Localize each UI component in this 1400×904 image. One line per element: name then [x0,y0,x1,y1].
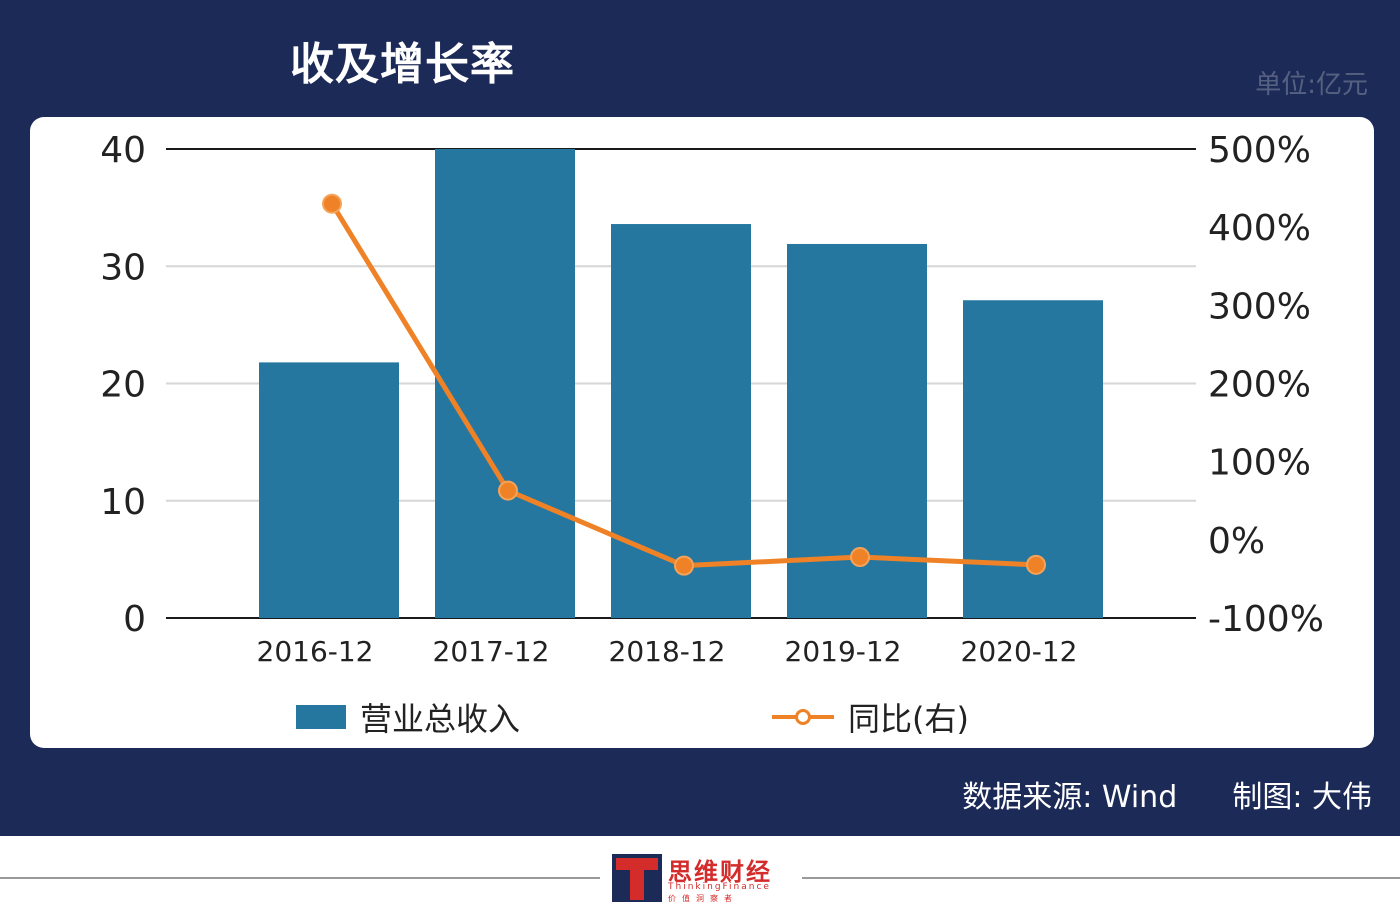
yoy-point [1026,554,1046,575]
x-tick-label: 2018-12 [609,635,726,668]
legend-item-revenue: 营业总收入 [296,692,520,742]
x-tick-label: 2019-12 [785,635,902,668]
x-tick-label: 2020-12 [961,635,1078,668]
logo-text: 思维财经 [668,858,772,886]
legend-swatch-bar [296,705,346,729]
y-right-tick-label: 400% [1208,208,1311,249]
y-left-tick-label: 0 [123,599,146,640]
y-right-tick-label: 100% [1208,443,1311,484]
logo-english: ThinkingFinance [668,882,771,892]
legend: 营业总收入 同比(右) [30,692,1374,742]
yoy-point [322,193,342,214]
data-source: 数据来源: Wind [962,780,1178,815]
chart-author: 制图: 大伟 [1232,780,1372,815]
yoy-point [674,555,694,576]
unit-label: 单位:亿元 [1255,70,1368,100]
y-right-tick-label: 0% [1208,521,1265,562]
bar [435,149,575,618]
legend-swatch-line [772,705,834,729]
bar [611,224,751,618]
legend-label-yoy: 同比(右) [848,700,969,738]
footer-divider-left [0,877,600,879]
brand-logo: 思维财经 ThinkingFinance 价值洞察者 [612,852,792,904]
chart-svg: 0 10 20 30 40 -100% 0% 100% 200% 300% 400% 500% 2016… [100,130,1324,668]
source-credit: 数据来源: Wind 制图: 大伟 [962,772,1372,816]
y-right-tick-label: 200% [1208,365,1311,406]
logo-mark-icon [612,854,662,902]
legend-item-yoy: 同比(右) [772,692,969,742]
y-left-tick-label: 40 [100,130,146,171]
chart-title: 收及增长率 [290,39,515,90]
y-left-tick-label: 30 [100,247,146,288]
y-right-tick-label: -100% [1208,599,1324,640]
y-left-tick-label: 20 [100,365,146,406]
y-right-tick-label: 300% [1208,286,1311,327]
x-tick-label: 2017-12 [433,635,550,668]
y-right-tick-label: 500% [1208,130,1311,171]
legend-label-revenue: 营业总收入 [360,700,521,738]
chart-panel: 0 10 20 30 40 -100% 0% 100% 200% 300% 400% 500% 2016… [30,117,1374,748]
bar [259,362,399,618]
y-left-tick-label: 10 [100,482,146,523]
logo-subtitle: 价值洞察者 [668,894,738,903]
x-tick-label: 2016-12 [257,635,374,668]
yoy-point [850,547,870,568]
footer-divider-right [802,877,1400,879]
yoy-point [498,480,518,501]
chart-frame: 收及增长率 单位:亿元 0 10 20 30 40 -100% 0% 100% 200% 300%… [0,0,1400,836]
